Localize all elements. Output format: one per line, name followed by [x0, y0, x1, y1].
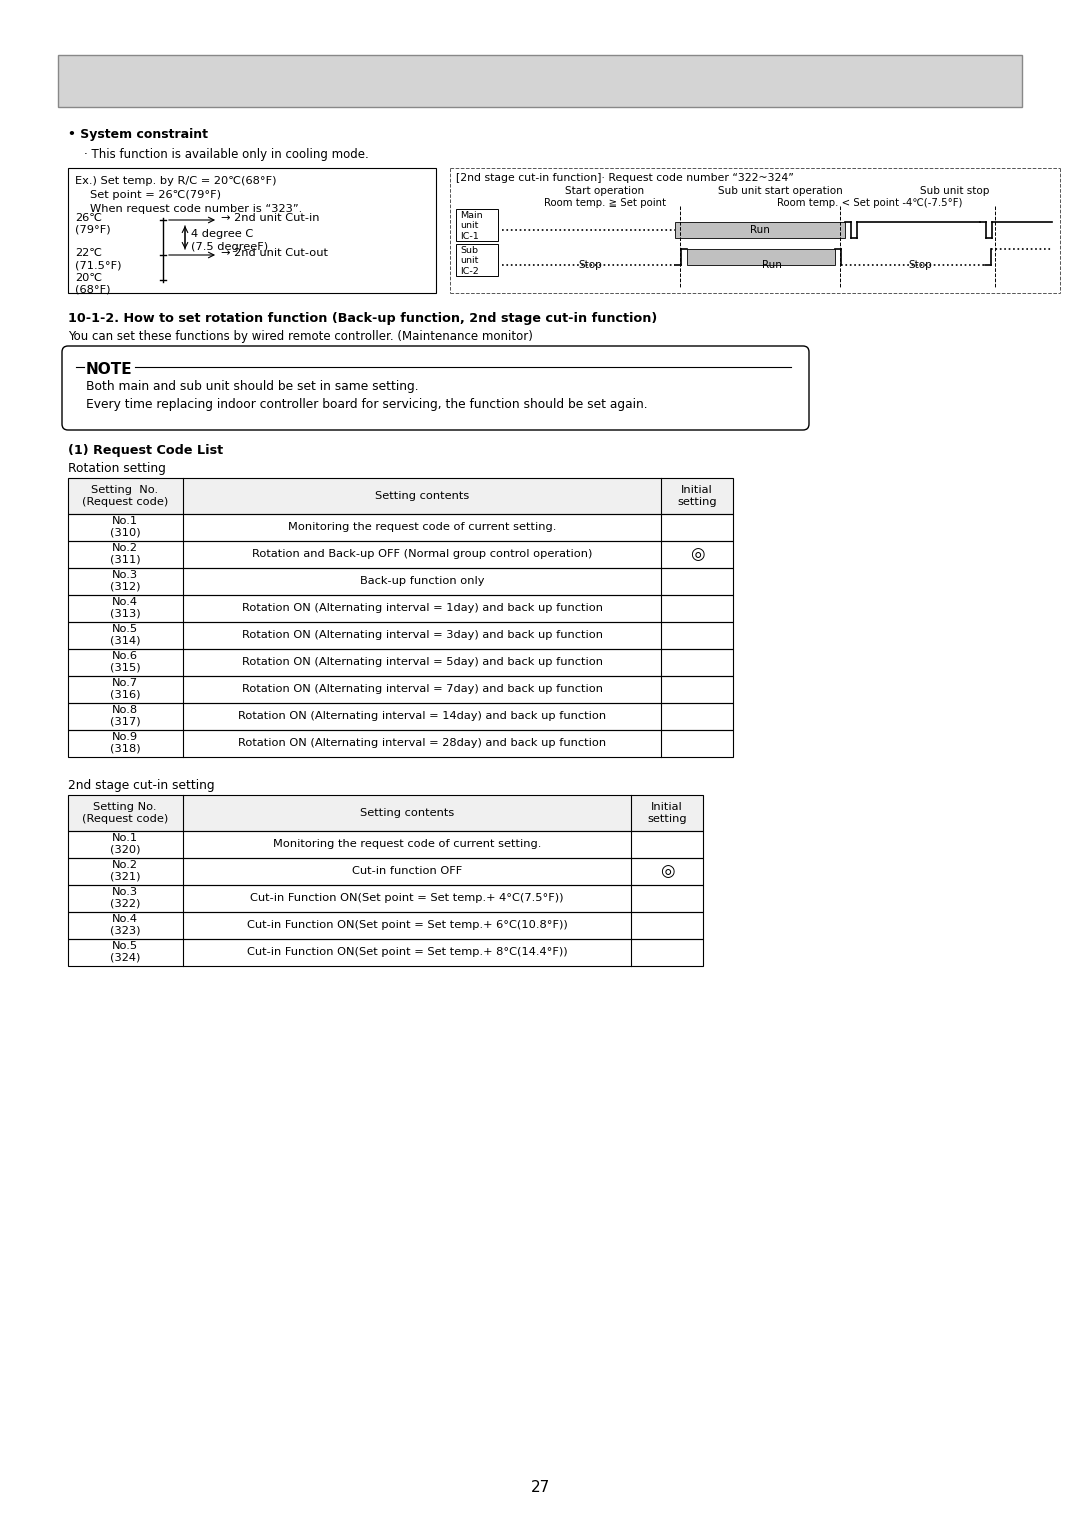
Text: Back-up function only: Back-up function only	[360, 576, 484, 587]
Text: (68°F): (68°F)	[75, 286, 110, 295]
Text: 2nd stage cut-in setting: 2nd stage cut-in setting	[68, 779, 215, 792]
FancyBboxPatch shape	[62, 345, 809, 429]
Text: No.1
(310): No.1 (310)	[110, 516, 140, 538]
Text: Rotation ON (Alternating interval = 7day) and back up function: Rotation ON (Alternating interval = 7day…	[242, 685, 603, 694]
Text: Every time replacing indoor controller board for servicing, the function should : Every time replacing indoor controller b…	[86, 397, 648, 411]
Text: Setting contents: Setting contents	[360, 808, 454, 817]
Text: Ex.) Set temp. by R/C = 20℃(68°F): Ex.) Set temp. by R/C = 20℃(68°F)	[75, 176, 276, 186]
Text: Rotation ON (Alternating interval = 5day) and back up function: Rotation ON (Alternating interval = 5day…	[242, 657, 603, 668]
Text: Rotation ON (Alternating interval = 28day) and back up function: Rotation ON (Alternating interval = 28da…	[238, 738, 606, 749]
Bar	[68, 541, 733, 568]
Text: (7.5 degreeF): (7.5 degreeF)	[191, 241, 268, 252]
Bar	[68, 568, 733, 594]
Text: Cut-in Function ON(Set point = Set temp.+ 6°C(10.8°F)): Cut-in Function ON(Set point = Set temp.…	[246, 920, 567, 931]
Text: Monitoring the request code of current setting.: Monitoring the request code of current s…	[273, 839, 541, 850]
Text: Room temp. ≧ Set point: Room temp. ≧ Set point	[544, 199, 666, 208]
Text: Monitoring the request code of current setting.: Monitoring the request code of current s…	[287, 523, 556, 532]
Text: Rotation and Back-up OFF (Normal group control operation): Rotation and Back-up OFF (Normal group c…	[252, 549, 592, 559]
Bar	[68, 885, 703, 912]
Text: Rotation ON (Alternating interval = 14day) and back up function: Rotation ON (Alternating interval = 14da…	[238, 711, 606, 721]
Bar	[68, 703, 733, 730]
Text: → 2nd unit Cut-out: → 2nd unit Cut-out	[221, 248, 328, 258]
Bar	[68, 859, 703, 885]
Text: Rotation ON (Alternating interval = 3day) and back up function: Rotation ON (Alternating interval = 3day…	[242, 630, 603, 640]
Text: • System constraint: • System constraint	[68, 128, 208, 141]
Text: NOTE: NOTE	[86, 362, 133, 377]
Text: Rotation ON (Alternating interval = 1day) and back up function: Rotation ON (Alternating interval = 1day…	[242, 604, 603, 613]
Bar	[58, 55, 1022, 107]
Text: Cut-in Function ON(Set point = Set temp.+ 4°C(7.5°F)): Cut-in Function ON(Set point = Set temp.…	[251, 892, 564, 903]
Text: No.5
(314): No.5 (314)	[110, 625, 140, 646]
Text: Stop: Stop	[908, 260, 932, 270]
Bar	[68, 730, 733, 756]
Bar	[68, 478, 733, 513]
Bar	[675, 222, 845, 238]
Text: No.2
(321): No.2 (321)	[110, 860, 140, 882]
Text: Sub unit start operation: Sub unit start operation	[717, 186, 842, 196]
Bar	[456, 244, 498, 277]
Text: No.9
(318): No.9 (318)	[110, 732, 140, 753]
Bar	[68, 795, 703, 831]
Text: Run: Run	[751, 225, 770, 235]
Text: No.4
(313): No.4 (313)	[110, 597, 140, 619]
Text: (1) Request Code List: (1) Request Code List	[68, 445, 224, 457]
Text: No.4
(323): No.4 (323)	[110, 914, 140, 935]
Text: Set point = 26℃(79°F): Set point = 26℃(79°F)	[90, 189, 221, 200]
Text: 20℃: 20℃	[75, 274, 103, 283]
Bar	[68, 831, 703, 859]
Text: Stop: Stop	[578, 260, 602, 270]
Text: Rotation setting: Rotation setting	[68, 461, 166, 475]
Text: 26℃: 26℃	[75, 212, 102, 223]
Text: Sub unit stop: Sub unit stop	[920, 186, 989, 196]
Text: Initial
setting: Initial setting	[647, 802, 687, 824]
Bar	[68, 622, 733, 649]
Text: ◎: ◎	[690, 545, 704, 562]
Bar	[68, 513, 733, 541]
Text: Sub
unit
IC-2: Sub unit IC-2	[460, 246, 478, 275]
Text: 27: 27	[530, 1481, 550, 1496]
Text: No.1
(320): No.1 (320)	[110, 833, 140, 854]
Bar	[456, 209, 498, 241]
Text: Setting No.
(Request code): Setting No. (Request code)	[82, 802, 168, 824]
Text: Initial
setting: Initial setting	[677, 486, 717, 507]
Text: 4 degree C: 4 degree C	[191, 229, 253, 238]
Text: No.3
(322): No.3 (322)	[110, 888, 140, 909]
Text: 10-1-2. How to set rotation function (Back-up function, 2nd stage cut-in functio: 10-1-2. How to set rotation function (Ba…	[68, 312, 658, 325]
Text: No.3
(312): No.3 (312)	[110, 570, 140, 591]
Text: No.7
(316): No.7 (316)	[110, 678, 140, 700]
Text: [2nd stage cut-in function]· Request code number “322~324”: [2nd stage cut-in function]· Request cod…	[456, 173, 794, 183]
Text: → 2nd unit Cut-in: → 2nd unit Cut-in	[221, 212, 320, 223]
Bar	[68, 649, 733, 675]
Text: Both main and sub unit should be set in same setting.: Both main and sub unit should be set in …	[86, 380, 419, 393]
Text: Run: Run	[762, 260, 782, 270]
Bar	[68, 675, 733, 703]
Text: No.5
(324): No.5 (324)	[110, 941, 140, 963]
Bar	[687, 249, 835, 264]
Text: · This function is available only in cooling mode.: · This function is available only in coo…	[84, 148, 368, 160]
Bar	[68, 912, 703, 940]
Text: Setting  No.
(Request code): Setting No. (Request code)	[82, 486, 168, 507]
Text: You can set these functions by wired remote controller. (Maintenance monitor): You can set these functions by wired rem…	[68, 330, 532, 342]
Text: No.8
(317): No.8 (317)	[110, 706, 140, 727]
Text: No.2
(311): No.2 (311)	[110, 542, 140, 565]
Bar	[68, 168, 436, 293]
Text: When request code number is “323”.: When request code number is “323”.	[90, 205, 302, 214]
Text: Cut-in function OFF: Cut-in function OFF	[352, 866, 462, 876]
Text: Setting contents: Setting contents	[375, 490, 469, 501]
Bar	[68, 940, 703, 966]
Text: Start operation: Start operation	[566, 186, 645, 196]
Text: (79°F): (79°F)	[75, 225, 110, 235]
Text: (71.5°F): (71.5°F)	[75, 260, 121, 270]
Text: 22℃: 22℃	[75, 248, 102, 258]
Text: Room temp. < Set point -4℃(-7.5°F): Room temp. < Set point -4℃(-7.5°F)	[778, 199, 962, 208]
Text: Cut-in Function ON(Set point = Set temp.+ 8°C(14.4°F)): Cut-in Function ON(Set point = Set temp.…	[246, 947, 567, 957]
Text: Main
unit
IC-1: Main unit IC-1	[460, 211, 483, 241]
Bar	[68, 594, 733, 622]
Text: No.6
(315): No.6 (315)	[110, 651, 140, 672]
Text: ◎: ◎	[660, 862, 674, 880]
